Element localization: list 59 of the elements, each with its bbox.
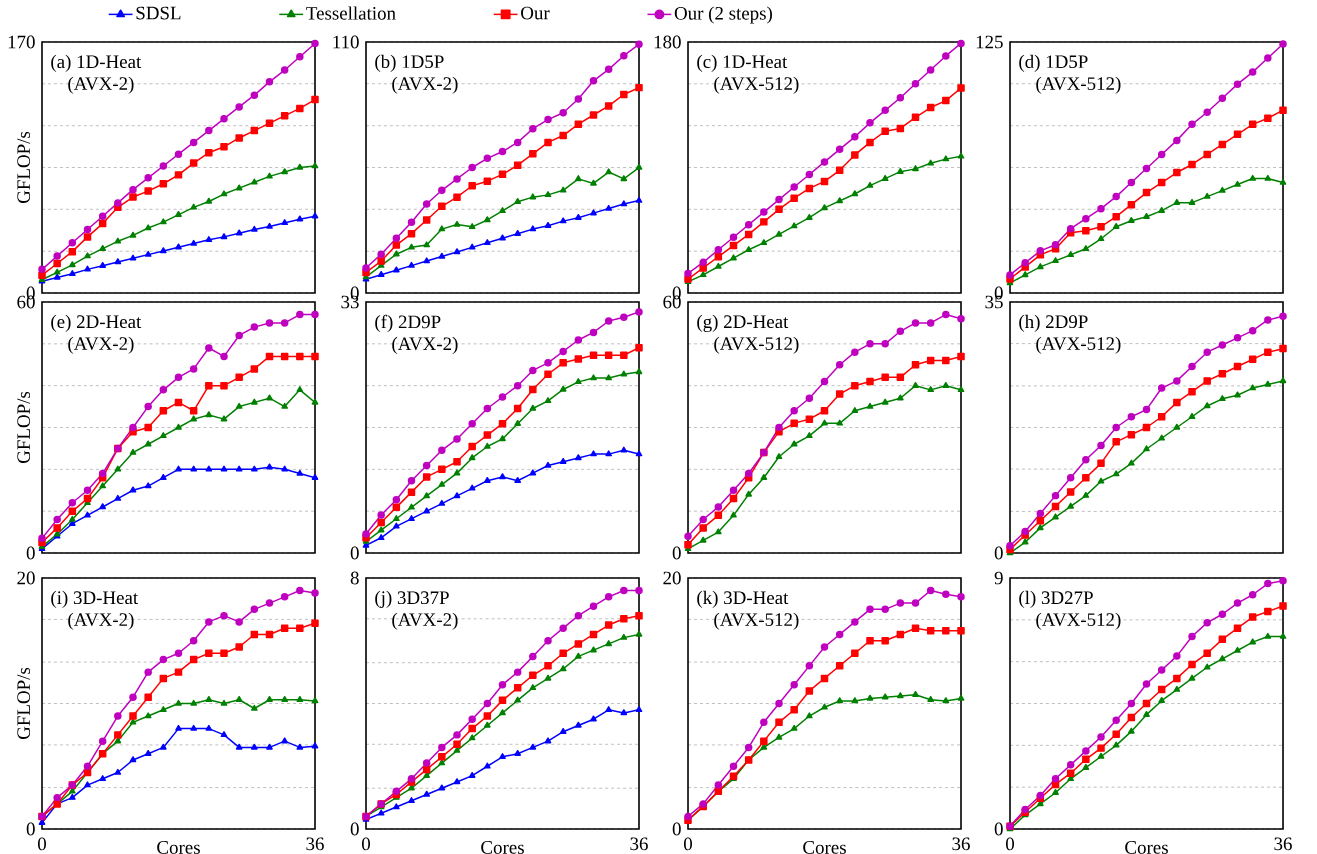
text: (b) 1D5P — [375, 54, 444, 72]
y-tick-label: 9 — [994, 571, 1003, 585]
y-tick-label: 0 — [994, 822, 1003, 836]
text: (AVX-2) — [68, 76, 134, 94]
text: (d) 1D5P — [1019, 54, 1088, 72]
x-tick-label: 0 — [1006, 837, 1015, 851]
y-tick-label: 0 — [994, 546, 1003, 560]
text: (f) 2D9P — [375, 314, 441, 333]
y-axis-title: GFLOP/s — [17, 667, 31, 740]
text: (AVX-512) — [1036, 612, 1121, 630]
x-tick-label: 36 — [630, 837, 648, 851]
text: (AVX-2) — [392, 76, 458, 94]
text: (g) 2D-Heat — [697, 314, 789, 332]
y-tick-label: 0 — [350, 546, 359, 560]
y-tick-label: 0 — [26, 546, 35, 560]
y-axis-title: GFLOP/s — [17, 131, 31, 203]
text: (AVX-512) — [714, 336, 799, 354]
y-tick-label: 8 — [350, 571, 359, 585]
x-tick-label: 0 — [37, 837, 46, 851]
y-tick-label: 0 — [26, 822, 35, 836]
text: (AVX-2) — [392, 336, 458, 355]
text: (AVX-2) — [68, 612, 134, 630]
y-tick-label: 20 — [17, 571, 35, 585]
x-axis-title: Cores — [1125, 841, 1168, 854]
x-axis-title: Cores — [157, 841, 200, 854]
y-tick-label: 0 — [350, 822, 359, 836]
legend-label: Our (2 steps) — [674, 6, 772, 24]
x-axis-title: Cores — [481, 841, 524, 854]
y-tick-label: 110 — [333, 35, 359, 49]
text: (AVX-512) — [714, 76, 799, 94]
text: (AVX-512) — [1036, 336, 1121, 354]
text: (h) 2D9P — [1019, 314, 1088, 332]
text: (i) 3D-Heat — [51, 590, 139, 608]
text: (j) 3D37P — [375, 590, 449, 608]
text: (AVX-2) — [68, 336, 134, 354]
x-tick-label: 0 — [683, 837, 693, 851]
text: (AVX-2) — [392, 612, 458, 630]
x-axis-title: Cores — [803, 841, 846, 854]
text: (k) 3D-Heat — [697, 590, 789, 608]
text: (a) 1D-Heat — [51, 54, 142, 72]
y-tick-label: 0 — [672, 546, 681, 560]
text: (AVX-512) — [714, 612, 799, 630]
y-tick-label: 20 — [663, 571, 681, 585]
y-tick-label: 180 — [654, 35, 681, 49]
x-tick-label: 36 — [1274, 837, 1292, 851]
y-axis-title: GFLOP/s — [17, 391, 31, 464]
y-tick-label: 0 — [672, 822, 681, 836]
legend-label: Tessellation — [306, 6, 396, 20]
y-tick-label: 125 — [976, 35, 1003, 49]
text: (e) 2D-Heat — [51, 314, 142, 332]
x-tick-label: 36 — [952, 837, 970, 851]
legend-label: Our — [521, 6, 550, 20]
text: (c) 1D-Heat — [697, 54, 788, 72]
text: (l) 3D27P — [1019, 590, 1093, 608]
y-tick-label: 170 — [8, 35, 35, 49]
legend-label: SDSL — [136, 6, 181, 20]
x-tick-label: 0 — [361, 837, 371, 851]
text: (AVX-512) — [1036, 76, 1121, 94]
x-tick-label: 36 — [306, 837, 324, 851]
